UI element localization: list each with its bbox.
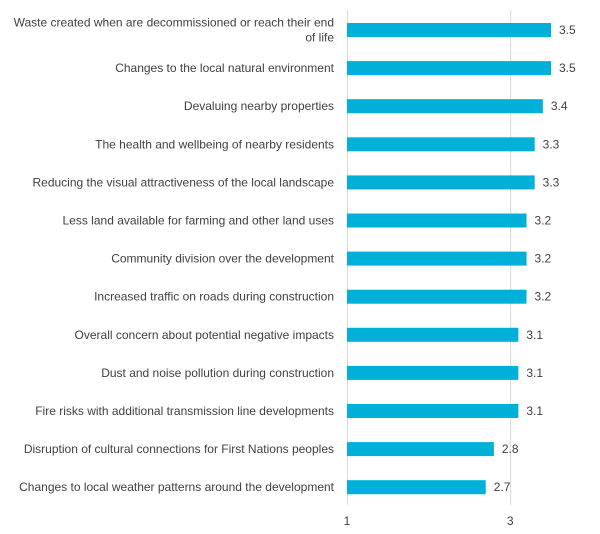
bar	[347, 23, 551, 37]
data-label: 3.2	[535, 214, 552, 228]
bar	[347, 404, 519, 418]
bar	[347, 365, 519, 380]
data-label: 3.3	[543, 137, 560, 151]
bar	[347, 61, 551, 76]
category-label: Community division over the development	[111, 252, 334, 266]
category-label: Devaluing nearby properties	[184, 99, 334, 113]
bar	[347, 213, 527, 228]
bar	[347, 289, 527, 304]
data-label: 3.3	[543, 175, 560, 189]
bar	[347, 251, 527, 266]
bar	[347, 480, 486, 495]
bar	[347, 137, 535, 152]
data-label: 2.8	[502, 442, 519, 456]
category-label: Waste created when are decommissioned or…	[14, 16, 334, 30]
bar	[347, 327, 519, 342]
data-label: 3.1	[526, 404, 543, 418]
category-label: Overall concern about potential negative…	[75, 328, 334, 342]
category-label: Changes to local weather patterns around…	[19, 480, 335, 494]
data-label: 3.2	[535, 252, 552, 266]
bar	[347, 442, 494, 457]
data-label: 2.7	[494, 480, 511, 494]
data-label: 3.1	[526, 366, 543, 380]
data-label: 3.4	[551, 99, 568, 113]
category-label: Dust and noise pollution during construc…	[101, 366, 334, 380]
x-tick-label: 1	[344, 514, 351, 528]
data-label: 3.2	[535, 290, 552, 304]
category-label: Less land available for farming and othe…	[63, 214, 335, 228]
category-label: The health and wellbeing of nearby resid…	[95, 137, 334, 151]
bar	[347, 175, 535, 190]
bar	[347, 99, 543, 114]
category-label: Increased traffic on roads during constr…	[94, 290, 334, 304]
x-tick-label: 3	[507, 514, 514, 528]
category-label: Changes to the local natural environment	[115, 61, 334, 75]
category-label: of life	[305, 31, 334, 45]
data-label: 3.1	[526, 328, 543, 342]
data-label: 3.5	[559, 61, 576, 75]
category-label: Disruption of cultural connections for F…	[24, 442, 334, 456]
category-label: Fire risks with additional transmission …	[35, 404, 334, 418]
category-label: Reducing the visual attractiveness of th…	[32, 175, 334, 189]
data-label: 3.5	[559, 23, 576, 37]
